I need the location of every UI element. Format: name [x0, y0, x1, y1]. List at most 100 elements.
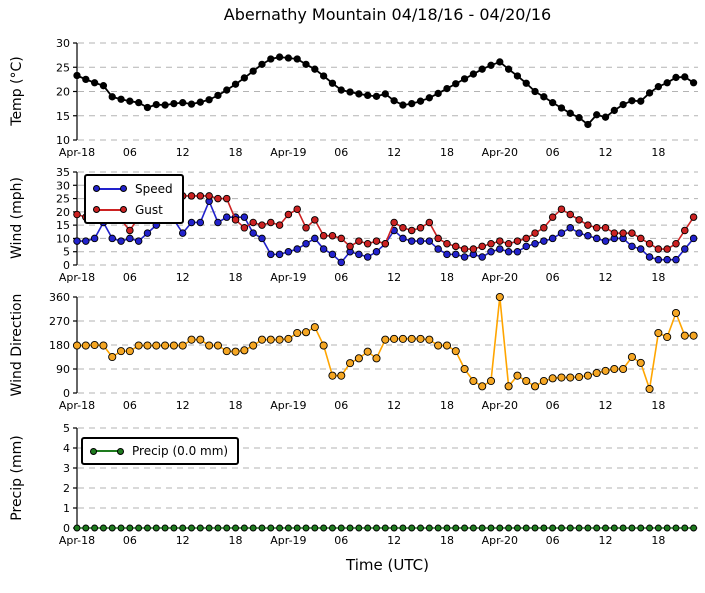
speed-data-point — [628, 242, 636, 251]
precip-data-point — [390, 524, 398, 532]
wind-direction-data-point — [187, 335, 196, 344]
speed-data-point — [293, 245, 301, 253]
temp-data-point — [452, 80, 460, 88]
precip-data-point — [284, 524, 292, 532]
y-tick-label: 5 — [63, 246, 70, 259]
wind-direction-data-point — [372, 354, 381, 363]
gust-data-point — [601, 224, 610, 232]
gust-data-point — [636, 234, 645, 243]
precip-data-point — [610, 524, 618, 532]
speed-data-point — [117, 237, 125, 245]
temp-data-point — [443, 84, 451, 93]
precip-data-point — [346, 524, 354, 532]
speed-data-point — [575, 229, 583, 237]
x-tick-label: 18 — [440, 146, 454, 159]
speed-data-point — [399, 234, 407, 243]
x-tick-label: 12 — [176, 271, 190, 284]
precip-data-point — [355, 524, 363, 532]
wind-direction-data-point — [310, 323, 319, 332]
speed-data-point — [416, 237, 425, 245]
x-tick-label: 06 — [123, 146, 137, 159]
precip-data-point — [214, 524, 222, 532]
gust-data-point — [319, 232, 328, 240]
x-tick-label: 12 — [176, 399, 190, 412]
precip-data-point — [522, 524, 530, 532]
x-tick-label: Apr-18 — [59, 534, 95, 547]
speed-legend-marker-icon — [93, 184, 127, 193]
precip-data-point — [531, 524, 539, 532]
wind-direction-data-point — [284, 334, 293, 343]
temp-data-point — [275, 53, 284, 61]
wind-direction-data-point — [152, 341, 161, 350]
gust-data-point — [284, 210, 293, 219]
temp-data-point — [293, 55, 301, 63]
speed-data-point — [222, 213, 231, 221]
temp-data-point — [311, 65, 319, 73]
speed-data-point — [73, 237, 81, 245]
gust-data-point — [355, 237, 363, 245]
temp-data-point — [152, 100, 160, 109]
gust-data-point — [425, 218, 434, 227]
temp-data-point — [381, 90, 389, 98]
x-tick-label: 06 — [334, 146, 348, 159]
wind-direction-data-point — [125, 347, 134, 356]
speed-data-point — [601, 237, 610, 245]
x-tick-label: 12 — [599, 534, 613, 547]
y-tick-label: 15 — [56, 219, 70, 232]
x-tick-label: 06 — [546, 146, 560, 159]
precip-data-point — [161, 524, 169, 532]
wind-direction-data-point — [178, 341, 187, 350]
wind-direction-data-point — [522, 376, 531, 386]
speed-data-point — [654, 255, 663, 264]
y-axis-label-wind-direction: Wind Direction — [9, 293, 25, 397]
speed-data-point — [645, 253, 654, 261]
gust-data-point — [363, 239, 372, 248]
gust-data-point — [275, 221, 284, 229]
gust-data-point — [575, 216, 583, 224]
x-tick-label: Apr-18 — [59, 271, 95, 284]
wind-direction-data-point — [240, 346, 249, 355]
temp-data-point — [672, 73, 680, 82]
speed-data-point — [496, 245, 504, 253]
gust-data-point — [381, 239, 390, 248]
gust-legend-marker-icon — [93, 205, 127, 214]
x-tick-label: 06 — [546, 399, 560, 412]
precip-data-point — [205, 524, 213, 532]
gust-data-point — [540, 224, 548, 232]
wind-direction-data-point — [557, 373, 566, 382]
wind-direction-data-point — [504, 382, 513, 391]
temp-data-point — [399, 101, 407, 109]
gust-data-point — [267, 218, 275, 227]
temp-data-point — [364, 91, 372, 100]
x-tick-label: 12 — [599, 271, 613, 284]
wind-direction-data-point — [108, 352, 117, 362]
legend-item-speed: Speed — [93, 178, 173, 199]
wind-direction-data-point — [161, 341, 170, 350]
x-tick-label: 18 — [229, 399, 243, 412]
speed-data-point — [548, 234, 557, 243]
temp-data-point — [249, 67, 257, 75]
precip-data-point — [258, 524, 266, 532]
x-tick-label: 12 — [176, 534, 190, 547]
wind-direction-data-point — [451, 347, 460, 356]
x-tick-label: 18 — [440, 534, 454, 547]
temp-data-point — [549, 99, 557, 107]
speed-data-point — [443, 250, 451, 259]
wind-direction-data-point — [680, 331, 689, 340]
precip-data-point — [373, 524, 380, 532]
precip-data-point — [249, 524, 257, 532]
wind-direction-data-point — [363, 347, 372, 356]
y-tick-label: 25 — [56, 193, 70, 206]
wind-direction-data-point — [575, 372, 584, 382]
x-tick-label: 18 — [440, 399, 454, 412]
precip-data-point — [434, 524, 442, 532]
y-tick-label: 20 — [56, 206, 70, 219]
temp-data-point — [390, 97, 398, 105]
wind-direction-plot: 0 90 180 270 360 Apr-18 06 12 18 Apr-19 06 12 18 Apr-… — [49, 291, 698, 412]
x-tick-label: Apr-20 — [482, 399, 518, 412]
gust-data-point — [205, 192, 213, 200]
temp-data-point — [478, 65, 486, 73]
precip-legend: Precip (0.0 mm) — [81, 437, 240, 465]
precip-data-point — [117, 524, 125, 532]
x-tick-label: Apr-18 — [59, 146, 95, 159]
